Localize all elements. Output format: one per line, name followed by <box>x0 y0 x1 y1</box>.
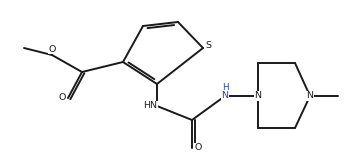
Text: N: N <box>307 92 313 101</box>
Text: N: N <box>255 92 262 101</box>
Text: H: H <box>222 82 228 92</box>
Text: HN: HN <box>143 102 157 111</box>
Text: N: N <box>221 92 228 101</box>
Text: O: O <box>48 44 56 53</box>
Text: O: O <box>58 93 66 102</box>
Text: O: O <box>194 144 202 153</box>
Text: S: S <box>205 41 211 50</box>
